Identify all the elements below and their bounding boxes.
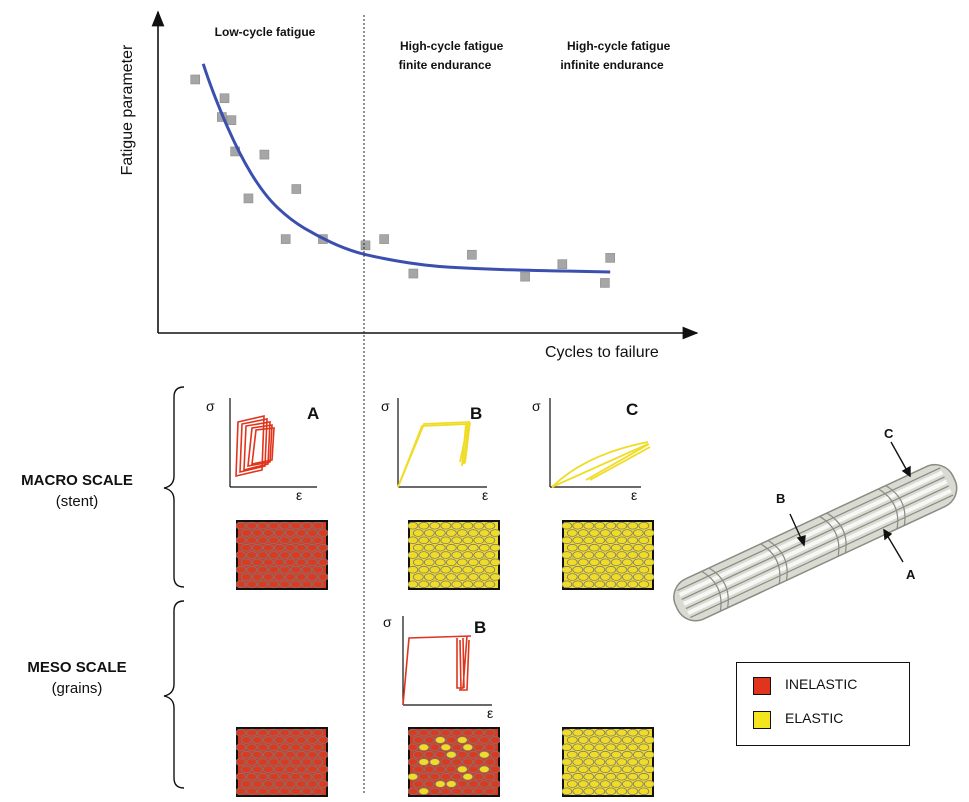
region-high-cycle-infinite: High-cycle fatigue infinite endurance [542,18,682,94]
data-point-11 [379,234,389,244]
stress-strain-plot-meso-b [402,616,492,706]
region-high-cycle-finite: High-cycle fatigue finite endurance [380,18,510,94]
data-point-16 [600,278,610,288]
x-axis-label: Cycles to failure [545,344,659,361]
legend-elastic-label: ELASTIC [785,710,844,726]
panel-letter-b-meso: B [474,618,487,637]
inelastic-swatch [753,677,771,695]
grain-grid-meso-b [407,727,501,802]
panel-letter-c: C [626,400,639,419]
region-label: High-cycle fatigue infinite endurance [560,39,671,72]
epsilon-label: ε [296,487,303,503]
data-point-15 [557,259,568,269]
epsilon-label: ε [631,487,638,503]
grain-grid-meso-c [561,727,655,802]
y-axis-label: Fatigue parameter [119,44,136,176]
epsilon-label: ε [482,487,489,503]
sigma-label: σ [383,614,392,630]
grain-grid-meso-a [235,727,329,802]
macro-scale-subtitle: (stent) [55,493,99,510]
stent-label-a: A [906,567,916,582]
stent-label-b: B [776,491,786,506]
meso-scale-title: MESO SCALE [27,659,127,676]
legend: INELASTIC ELASTIC [736,662,910,746]
stent-illustration [673,441,958,622]
sigma-label: σ [532,398,541,414]
meso-brace [163,600,185,789]
panel-letter-b: B [470,404,483,423]
data-point-2 [226,115,237,125]
fatigue-curve-chart [151,10,699,340]
epsilon-label: ε [487,705,494,721]
sigma-label: σ [206,398,215,414]
grain-grid-macro-b [407,520,501,595]
meso-scale-subtitle: (grains) [51,680,103,697]
macro-brace [163,386,185,588]
data-point-6 [243,193,254,204]
sigma-label: σ [381,398,390,414]
data-point-0 [190,74,201,85]
data-point-10 [360,240,371,251]
stress-strain-plot-macro-b [397,398,487,488]
region-low-cycle: Low-cycle fatigue [200,23,330,42]
data-point-5 [259,149,270,160]
legend-inelastic-label: INELASTIC [785,676,858,692]
panel-letter-a: A [307,404,320,423]
data-point-8 [280,234,291,244]
grain-grid-macro-a [235,520,329,595]
data-point-7 [291,184,302,194]
region-label: High-cycle fatigue finite endurance [398,39,504,72]
stress-strain-plot-macro-c [549,398,651,488]
region-label: Low-cycle fatigue [214,25,316,39]
data-point-14 [520,271,530,282]
stress-strain-plot-macro-a [229,398,317,488]
macro-scale-label: MACRO SCALE (stent) [2,470,152,512]
macro-scale-title: MACRO SCALE [21,472,133,489]
data-point-12 [408,268,419,279]
elastic-swatch [753,711,771,729]
data-point-1 [219,93,230,104]
fatigue-fit-curve [201,63,611,274]
stent-label-c: C [884,426,894,441]
meso-scale-label: MESO SCALE (grains) [2,657,152,699]
grain-grid-macro-c [561,520,655,595]
data-point-17 [605,253,616,263]
data-point-13 [467,249,477,260]
region-divider-line [363,15,365,795]
